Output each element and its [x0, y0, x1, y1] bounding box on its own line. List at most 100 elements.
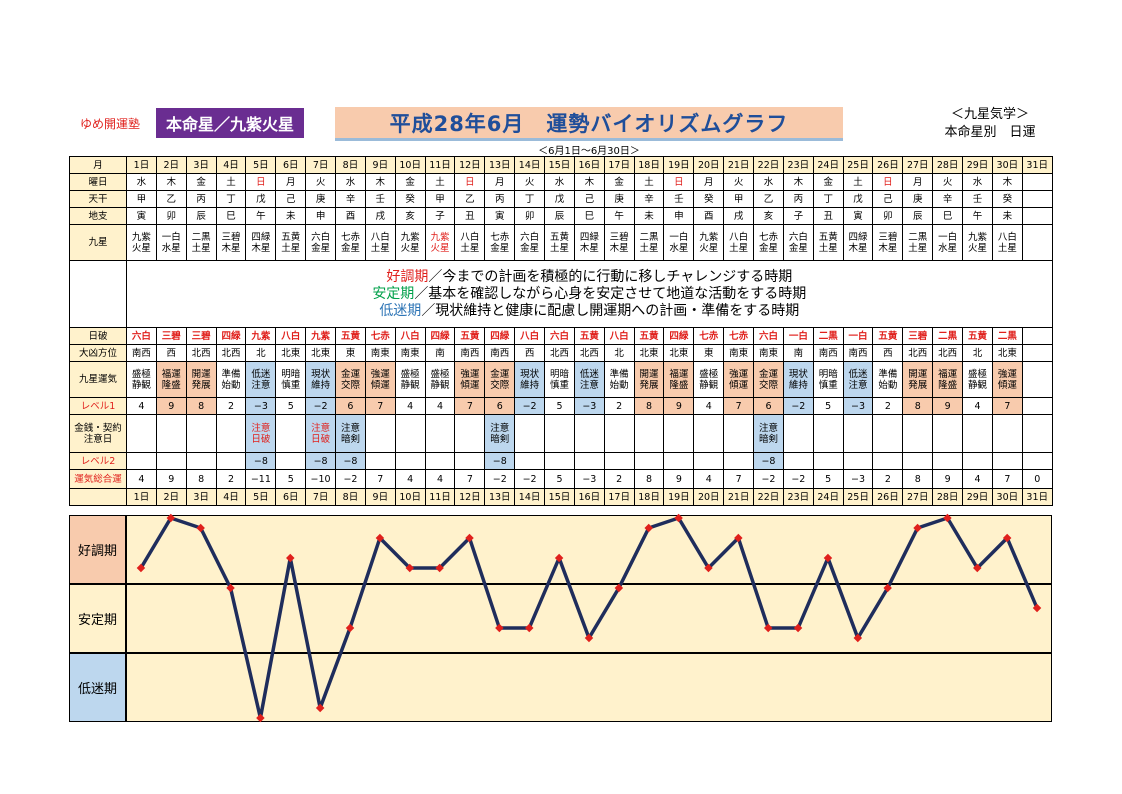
- unki-cell: 金運 交際: [753, 361, 784, 398]
- kyusei-cell: 六白 金星: [782, 224, 814, 261]
- zone-label-good: 好調期: [69, 515, 126, 584]
- kyusei-cell-line: 九紫: [967, 231, 987, 243]
- kyusei-cell-line: 土星: [639, 242, 659, 254]
- day-header: 12日: [454, 156, 486, 174]
- kinsen-cell-line: 注意: [490, 422, 510, 434]
- row-level1: レベル1 4 9 8 2 −3 5 −2 6 7 4 4 7 6 −2 5 −3 2 8 9 4 7 6 −2 5 −3 2 8 9 4 7: [69, 397, 1053, 415]
- day-footer: 30日: [991, 488, 1023, 506]
- kinsen-cell: 注意 暗剣: [484, 414, 516, 453]
- row-month: 月 1日 2日 3日 4日 5日 6日 7日 8日 9日 10日 11日 12日 13日 14日 15日 16日…: [69, 156, 1053, 174]
- row-weekday: 曜日水木金土日月火水木金土日月火水木金土日月火水木金土日月火水木: [69, 173, 1053, 191]
- right-title-line2: 本命星別 日運: [944, 125, 1036, 140]
- level1-cell: −3: [573, 397, 605, 415]
- level1-cell: 6: [335, 397, 366, 415]
- legend-low: 低迷期／現状維持と健康に配慮し開運期への計画・準備をする時期: [127, 302, 1051, 320]
- day-footer: 11日: [424, 488, 456, 506]
- level1-cell: 9: [663, 397, 695, 415]
- zone-label-stable: 安定期: [69, 584, 126, 653]
- unki-cell-line: 準備: [878, 368, 898, 380]
- legend-good: 好調期／今までの計画を積極的に行動に移しチャレンジする時期: [127, 269, 1051, 286]
- kyusei-cell-line: 五黄: [281, 231, 301, 243]
- unki-cell-line: 慎重: [818, 379, 838, 391]
- day-footer: 4日: [215, 488, 247, 506]
- unki-cell-line: 慎重: [281, 379, 301, 391]
- unki-cell-line: 盛極: [400, 368, 420, 380]
- kyusei-cell-line: 火星: [699, 242, 719, 254]
- day-footer: 2日: [155, 488, 187, 506]
- kyusei-cell-line: 一白: [669, 231, 689, 243]
- unki-cell-line: 盛極: [430, 368, 450, 380]
- kinsen-cell: [633, 414, 665, 453]
- kyusei-cell-line: 土星: [729, 242, 749, 254]
- unki-cell-line: 低迷: [251, 368, 271, 380]
- right-title: ＜九星気学＞ 本命星別 日運: [930, 106, 1050, 142]
- unki-cell-line: 隆盛: [938, 379, 958, 391]
- kinsen-cell: 注意 日破: [245, 414, 277, 453]
- day-header: 29日: [962, 156, 993, 174]
- day-footer: 9日: [364, 488, 396, 506]
- unki-cell-line: 静観: [430, 379, 450, 391]
- unki-cell-line: 金運: [758, 368, 778, 380]
- unki-cell-line: 隆盛: [161, 379, 181, 391]
- unki-cell-line: 交際: [490, 379, 510, 391]
- label-tenkan: 天干: [69, 190, 127, 208]
- unki-cell-line: 注意: [848, 379, 868, 391]
- row-daikyo: 大凶方位 南西西北西 北西北北東 北東東南東 南東南南西 南西西北西 北西北北東 北東東南東南…: [69, 344, 1053, 362]
- kyusei-cell-line: 三碧: [609, 231, 629, 243]
- unki-cell-line: 維持: [520, 379, 540, 391]
- legend-box: 好調期／今までの計画を積極的に行動に移しチャレンジする時期 安定期／基本を確認しな…: [126, 260, 1053, 328]
- level2-cell: −8: [484, 452, 516, 470]
- kyusei-cell-line: 金星: [758, 242, 778, 254]
- kyusei-cell: 七赤 金星: [335, 224, 366, 261]
- unki-cell-line: 強運: [370, 368, 390, 380]
- level1-cell: −2: [782, 397, 814, 415]
- unki-cell-line: 現状: [311, 368, 331, 380]
- day-footer: 8日: [335, 488, 366, 506]
- honmei-badge: 本命星／九紫火星: [156, 108, 304, 138]
- row-kinsen: 金銭・契約注意日 注意 日破 注意 日破 注意 暗剣 注意 暗剣 注意 暗剣: [69, 414, 1053, 453]
- kyusei-cell-line: 八白: [729, 231, 749, 243]
- kyusei-cell-line: 五黄: [549, 231, 569, 243]
- unki-cell: 強運 傾運: [723, 361, 755, 398]
- row-tenkan: 天干甲乙丙丁戊己庚辛壬癸甲乙丙丁戊己庚辛壬癸甲乙丙丁戊己庚辛壬癸: [69, 190, 1053, 208]
- right-title-line1: ＜九星気学＞: [950, 107, 1029, 122]
- kinsen-cell-line: 注意: [758, 422, 778, 434]
- kyusei-cell: 二黒 土星: [185, 224, 217, 261]
- day-header: 28日: [932, 156, 964, 174]
- day-footer: 19日: [663, 488, 695, 506]
- day-footer: 29日: [962, 488, 993, 506]
- kyusei-cell-line: 五黄: [818, 231, 838, 243]
- data-point: [763, 623, 773, 633]
- unki-cell-line: 傾運: [997, 379, 1017, 391]
- unki-cell-line: 開運: [639, 368, 659, 380]
- data-point: [286, 553, 295, 563]
- unki-cell: 福運 隆盛: [663, 361, 695, 398]
- unki-cell-line: 開運: [908, 368, 928, 380]
- data-point: [1002, 533, 1012, 543]
- legend-spacer: [69, 260, 127, 328]
- unki-cell-line: 発展: [191, 379, 211, 391]
- legend-low-label: 低迷期: [379, 302, 422, 319]
- level2-cell: −8: [245, 452, 277, 470]
- row-legend: 好調期／今までの計画を積極的に行動に移しチャレンジする時期 安定期／基本を確認しな…: [69, 260, 1053, 328]
- unki-cell: 開運 発展: [633, 361, 665, 398]
- unki-cell-line: 強運: [997, 368, 1017, 380]
- kyusei-cell-line: 土星: [997, 242, 1017, 254]
- kyusei-cell-line: 二黒: [908, 231, 928, 243]
- kyusei-cell-line: 土星: [191, 242, 211, 254]
- total-cell: 0: [1021, 469, 1053, 489]
- kinsen-cell-line: 暗剣: [340, 433, 360, 445]
- kyusei-cell-line: 金星: [788, 242, 808, 254]
- kinsen-cell: [394, 414, 426, 453]
- kyusei-cell-line: 九紫: [430, 231, 450, 243]
- unki-cell: 盛極 静観: [126, 361, 157, 398]
- unki-cell-line: 傾運: [370, 379, 390, 391]
- unki-cell: 強運 傾運: [364, 361, 396, 398]
- unki-cell-line: 盛極: [699, 368, 719, 380]
- kyusei-cell-line: 水星: [669, 242, 689, 254]
- day-header: 22日: [753, 156, 784, 174]
- data-point: [435, 563, 444, 573]
- label-nippa: 日破: [69, 327, 127, 345]
- kinsen-cell-line: 暗剣: [490, 433, 510, 445]
